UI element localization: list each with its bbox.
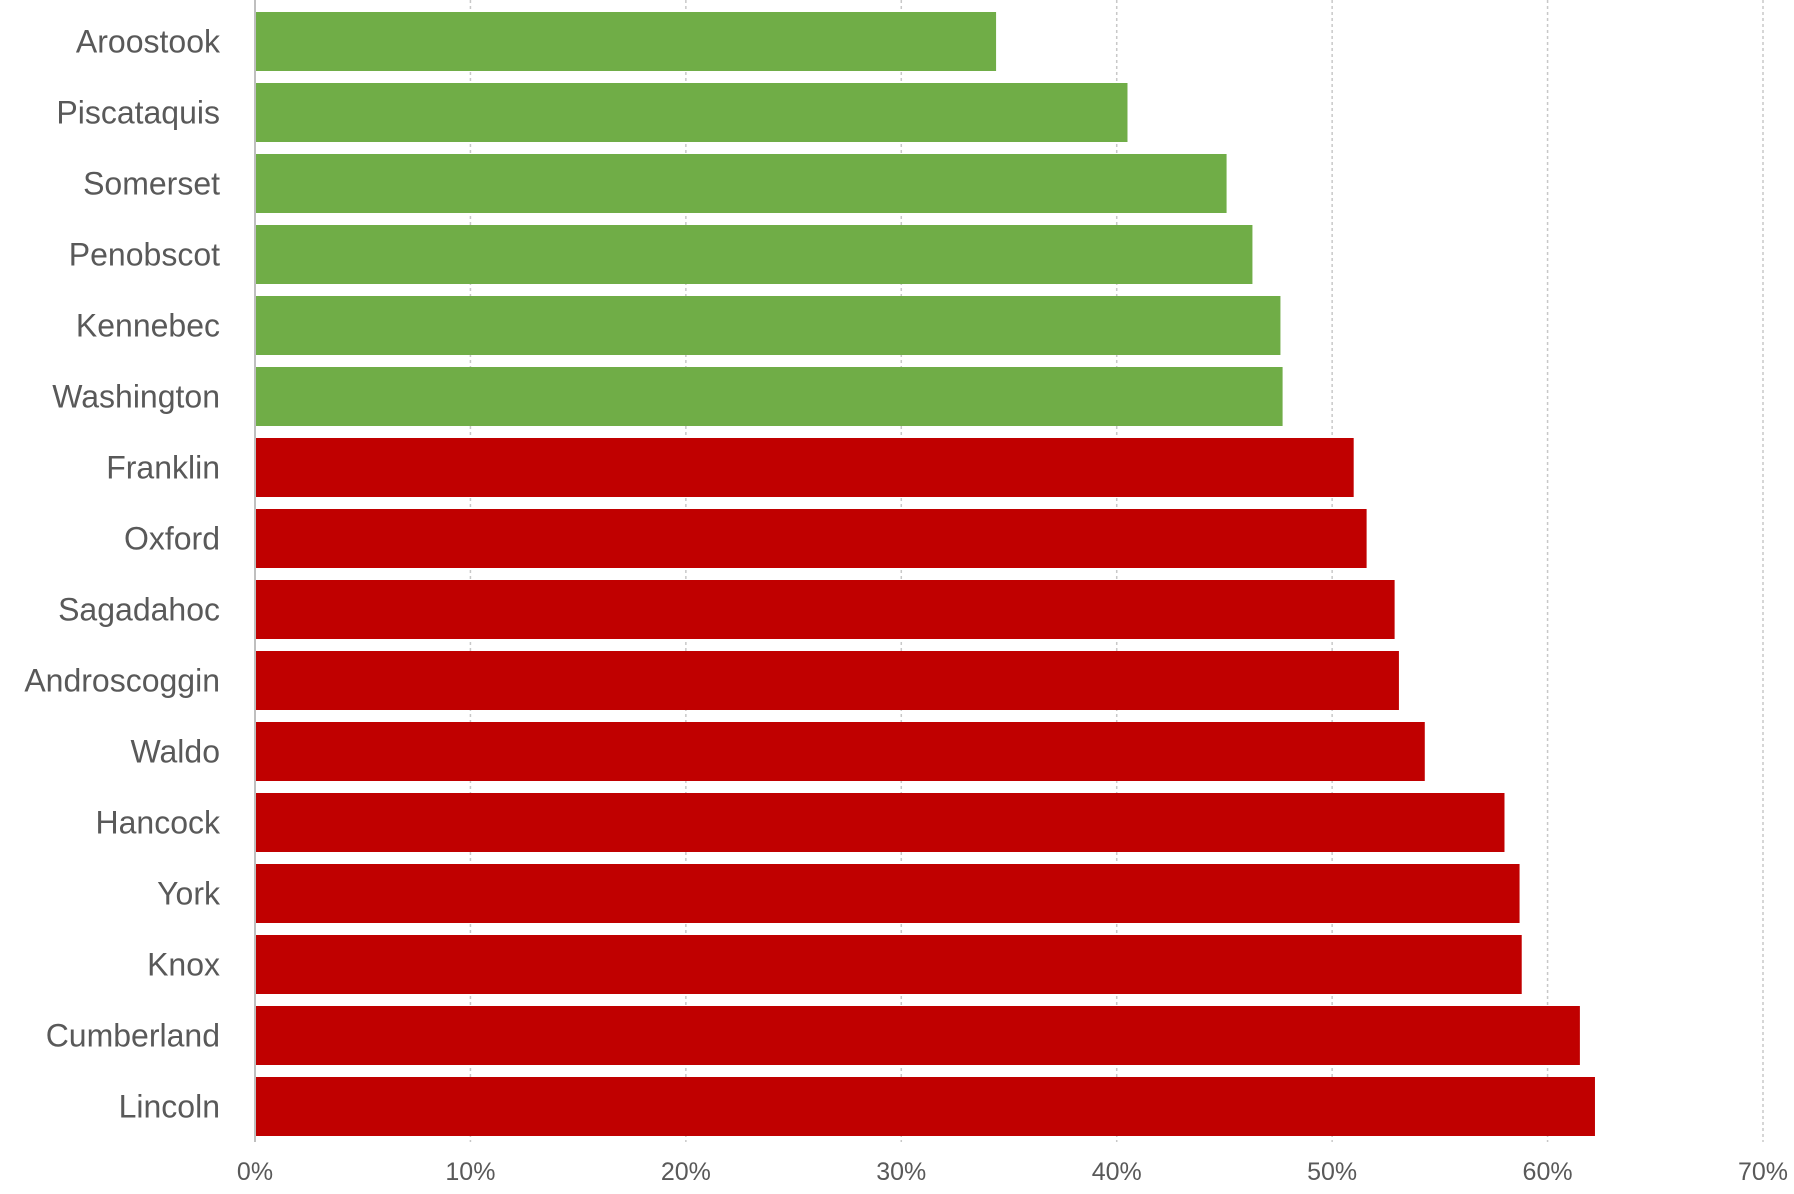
category-label-washington: Washington [52,379,220,415]
category-label-penobscot: Penobscot [69,237,220,273]
category-label-sagadahoc: Sagadahoc [58,592,220,628]
category-label-lincoln: Lincoln [119,1089,220,1125]
bar-sagadahoc [255,580,1395,639]
category-label-cumberland: Cumberland [46,1018,220,1054]
bar-york [255,864,1520,923]
bar-lincoln [255,1077,1595,1136]
bar-somerset [255,154,1227,213]
bar-piscataquis [255,83,1128,142]
gridlines [469,0,1764,1142]
category-label-androscoggin: Androscoggin [24,663,220,699]
category-label-somerset: Somerset [83,166,220,202]
tick-label-50: 50% [1307,1158,1357,1186]
bar-aroostook [255,12,997,71]
tick-label-70: 70% [1738,1158,1788,1186]
tick-label-0: 0% [237,1158,273,1186]
category-label-oxford: Oxford [124,521,220,557]
category-label-waldo: Waldo [130,734,220,770]
category-labels: Aroostook Piscataquis Somerset Penobscot Ken… [24,24,221,1125]
category-label-franklin: Franklin [106,450,220,486]
category-label-knox: Knox [147,947,220,983]
tick-label-40: 40% [1092,1158,1142,1186]
value-tick-labels: 0% 10% 20% 30% 40% 50% 60% 70% [237,1158,1788,1186]
category-label-hancock: Hancock [96,805,222,841]
bars [255,12,1595,1136]
bar-waldo [255,722,1425,781]
bar-knox [255,935,1522,994]
tick-label-30: 30% [876,1158,926,1186]
category-label-york: York [157,876,221,912]
bar-cumberland [255,1006,1580,1065]
tick-label-60: 60% [1523,1158,1573,1186]
tick-label-20: 20% [661,1158,711,1186]
tick-label-10: 10% [445,1158,495,1186]
bar-androscoggin [255,651,1399,710]
bar-washington [255,367,1283,426]
bar-hancock [255,793,1505,852]
category-label-kennebec: Kennebec [76,308,220,344]
category-label-piscataquis: Piscataquis [56,95,220,131]
bar-oxford [255,509,1367,568]
bar-penobscot [255,225,1253,284]
bar-franklin [255,438,1354,497]
bar-kennebec [255,296,1281,355]
category-label-aroostook: Aroostook [76,24,221,60]
